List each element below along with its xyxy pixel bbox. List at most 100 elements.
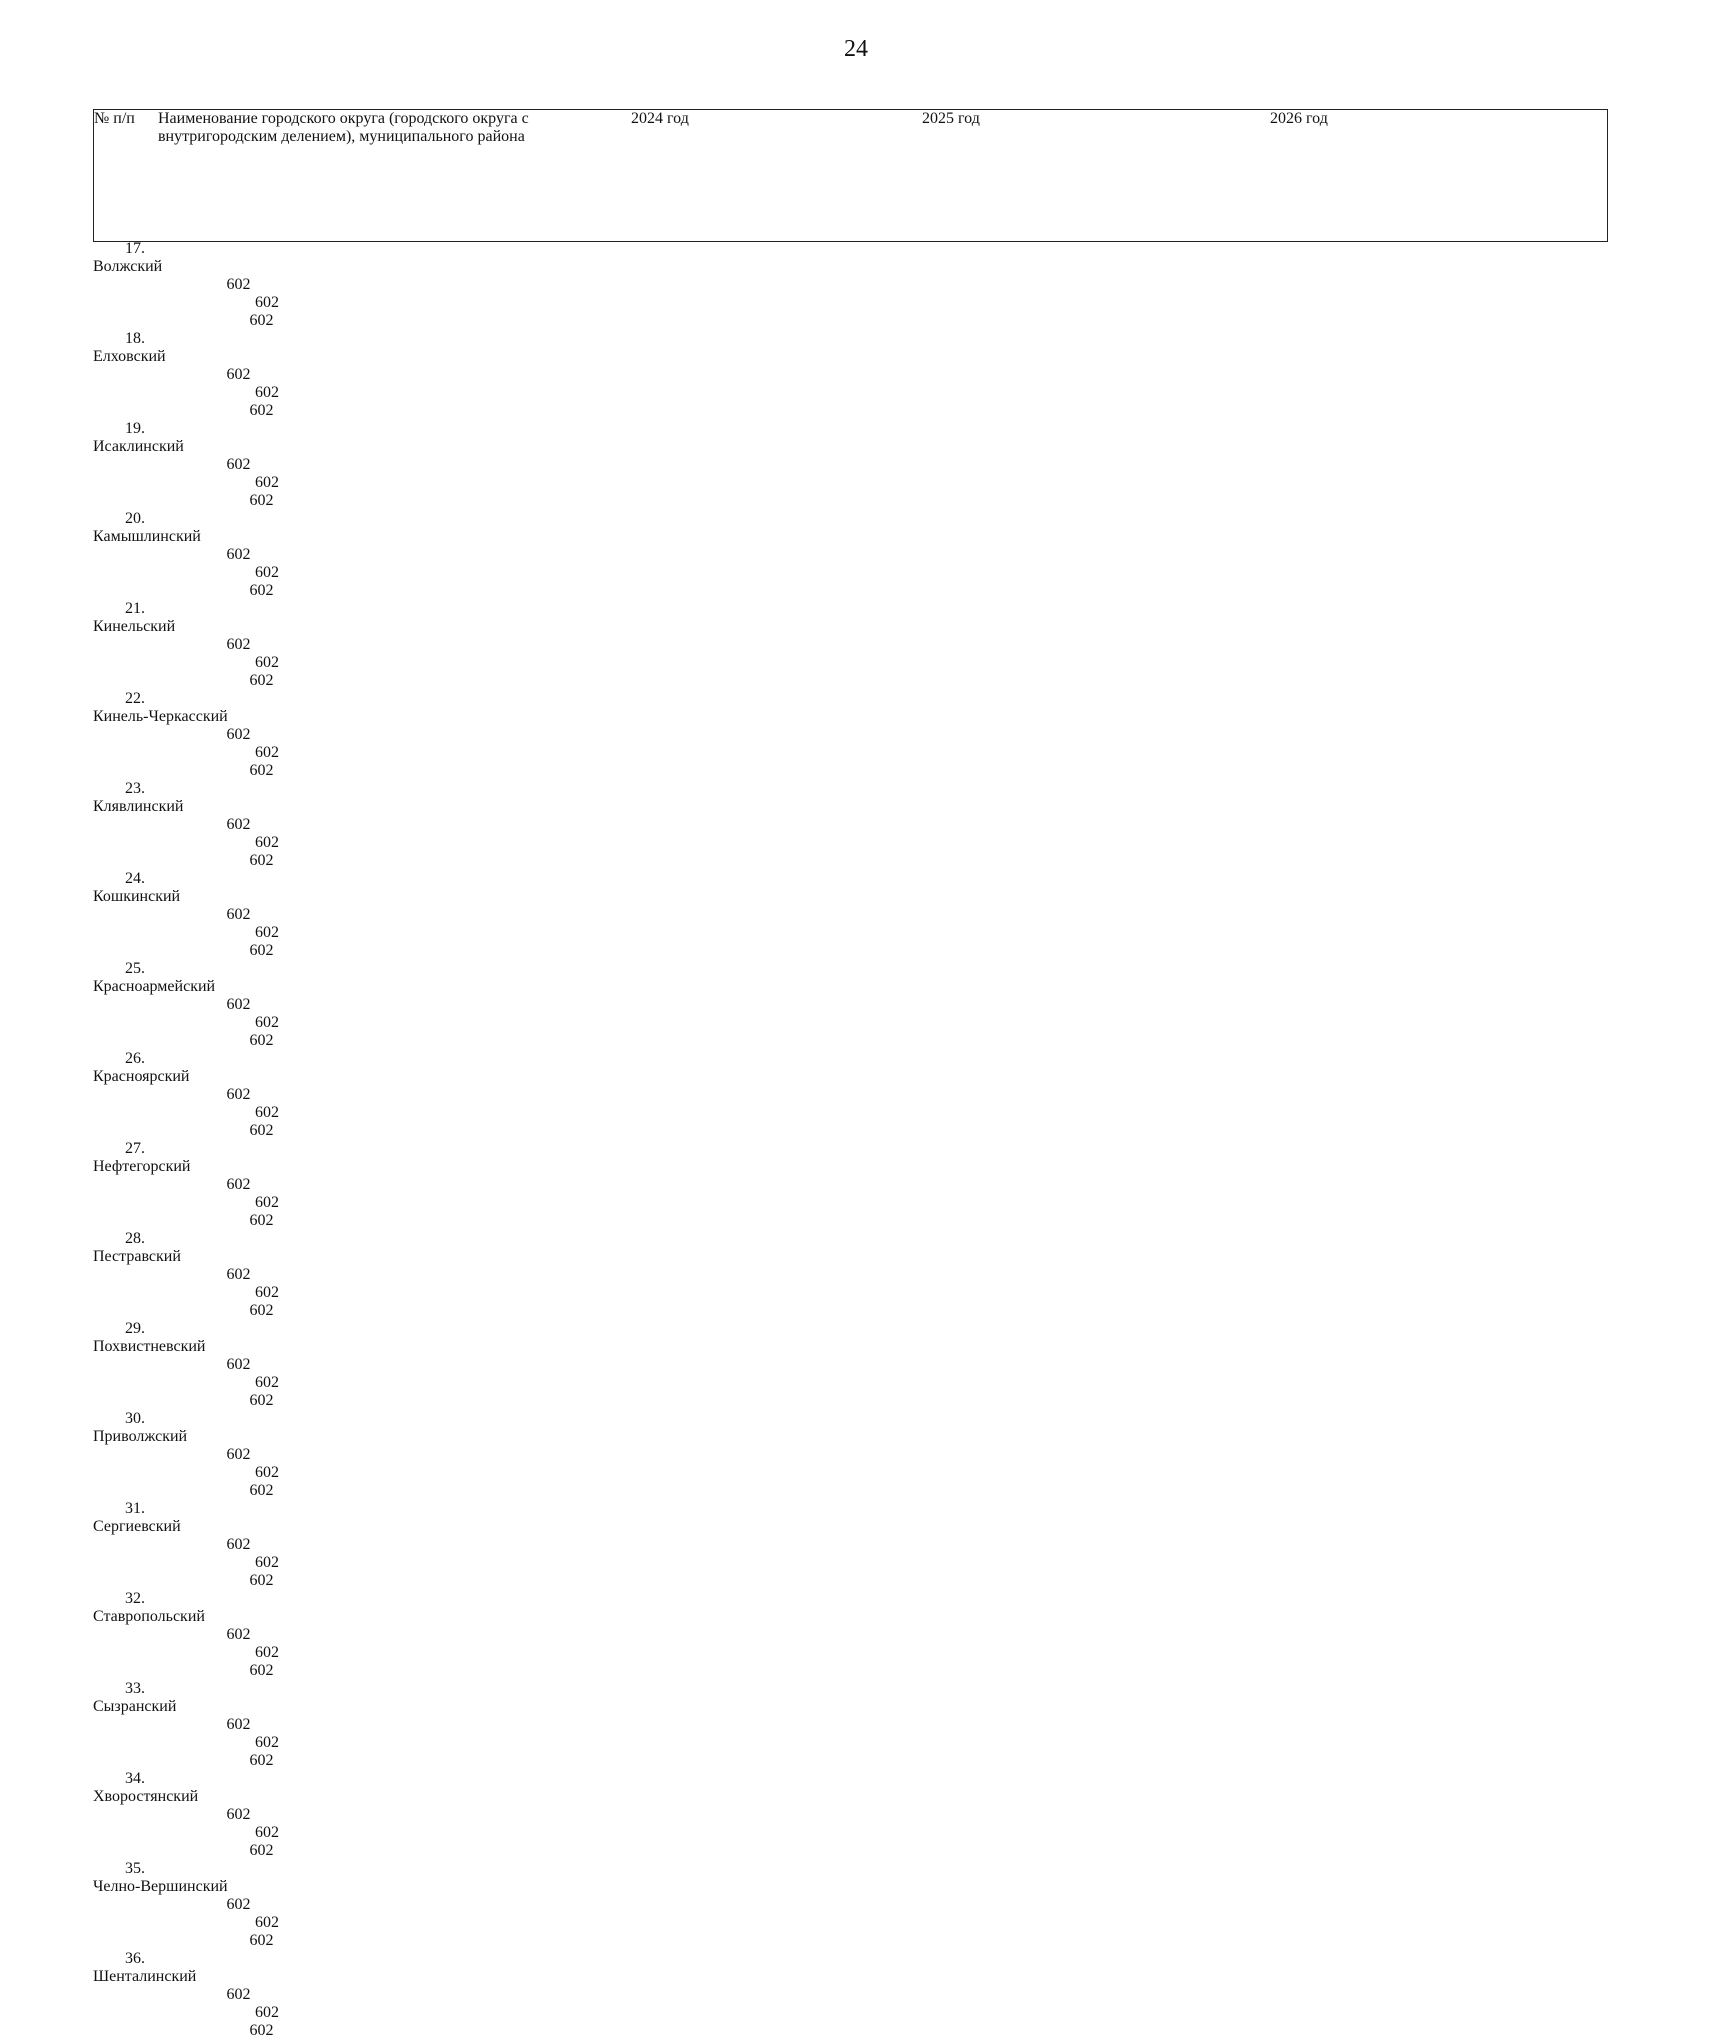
value-cell: 602 [249, 1482, 274, 1499]
district-name: Исаклинский [93, 438, 184, 455]
table-row: 29. Похвистневский 602 602 602 [93, 1320, 1606, 1410]
district-name: Красноярский [93, 1068, 190, 1085]
value-cell: 602 [255, 1554, 279, 1571]
table-body: 17. Волжский 602 602 602 18. Елховский 602 602 60… [93, 240, 1606, 2040]
table-row: 33. Сызранский 602 602 602 [93, 1680, 1606, 1770]
district-name: Клявлинский [93, 798, 184, 815]
value-cell: 602 [226, 366, 251, 383]
value-cell: 602 [226, 456, 251, 473]
value-cell: 602 [255, 2004, 279, 2021]
row-number: 26. [125, 1050, 145, 1067]
district-name: Приволжский [93, 1428, 188, 1445]
value-cell: 602 [255, 1824, 279, 1841]
value-cell: 602 [249, 312, 274, 329]
table-row: 23. Клявлинский 602 602 602 [93, 780, 1606, 870]
district-name: Челно-Вершинский [93, 1878, 228, 1895]
value-cell: 602 [226, 1986, 251, 2003]
value-cell: 602 [226, 906, 251, 923]
district-name: Сергиевский [93, 1518, 181, 1535]
value-cell: 602 [255, 654, 279, 671]
row-number: 28. [125, 1230, 145, 1247]
value-cell: 602 [226, 1896, 251, 1913]
value-cell: 602 [226, 1266, 251, 1283]
value-cell: 602 [249, 942, 274, 959]
row-number: 33. [125, 1680, 145, 1697]
value-cell: 602 [249, 762, 274, 779]
value-cell: 602 [249, 2022, 274, 2039]
header-cell: Наименование городского округа (городско… [158, 110, 529, 145]
page-number: 24 [844, 36, 868, 62]
value-cell: 602 [249, 1392, 274, 1409]
table-row: 36. Шенталинский 602 602 602 [93, 1950, 1606, 2040]
row-number: 27. [125, 1140, 145, 1157]
value-cell: 602 [249, 582, 274, 599]
value-cell: 602 [226, 996, 251, 1013]
value-cell: 602 [255, 744, 279, 761]
value-cell: 602 [226, 276, 251, 293]
row-number: 34. [125, 1770, 145, 1787]
value-cell: 602 [255, 1374, 279, 1391]
value-cell: 602 [226, 1536, 251, 1553]
value-cell: 602 [226, 1176, 251, 1193]
value-cell: 602 [255, 1284, 279, 1301]
table-row: 28. Пестравский 602 602 602 [93, 1230, 1606, 1320]
row-number: 24. [125, 870, 145, 887]
value-cell: 602 [249, 402, 274, 419]
row-number: 29. [125, 1320, 145, 1337]
value-cell: 602 [255, 1464, 279, 1481]
row-number: 18. [125, 330, 145, 347]
district-name: Ставропольский [93, 1608, 205, 1625]
row-number: 20. [125, 510, 145, 527]
value-cell: 602 [226, 726, 251, 743]
table-row: 31. Сергиевский 602 602 602 [93, 1500, 1606, 1590]
value-cell: 602 [255, 834, 279, 851]
table-row: 22. Кинель-Черкасский 602 602 602 [93, 690, 1606, 780]
value-cell: 602 [255, 1104, 279, 1121]
table-row: 17. Волжский 602 602 602 [93, 240, 1606, 330]
value-cell: 602 [255, 474, 279, 491]
table-row: 26. Красноярский 602 602 602 [93, 1050, 1606, 1140]
value-cell: 602 [226, 1626, 251, 1643]
value-cell: 602 [226, 1446, 251, 1463]
district-name: Сызранский [93, 1698, 177, 1715]
table-row: 24. Кошкинский 602 602 602 [93, 870, 1606, 960]
value-cell: 602 [255, 1194, 279, 1211]
value-cell: 602 [255, 564, 279, 581]
row-number: 25. [125, 960, 145, 977]
row-number: 23. [125, 780, 145, 797]
value-cell: 602 [249, 1842, 274, 1859]
value-cell: 602 [226, 636, 251, 653]
header-cell: 2026 год [1270, 110, 1328, 127]
district-name: Кошкинский [93, 888, 181, 905]
row-number: 17. [125, 240, 145, 257]
table-row: 34. Хворостянский 602 602 602 [93, 1770, 1606, 1860]
header-cell: № п/п [94, 110, 135, 127]
district-name: Нефтегорский [93, 1158, 191, 1175]
table-row: 18. Елховский 602 602 602 [93, 330, 1606, 420]
district-name: Шенталинский [93, 1968, 197, 1985]
value-cell: 602 [249, 1752, 274, 1769]
district-name: Кинель-Черкасский [93, 708, 228, 725]
value-cell: 602 [226, 1356, 251, 1373]
value-cell: 602 [249, 1662, 274, 1679]
row-number: 36. [125, 1950, 145, 1967]
table-row: 21. Кинельский 602 602 602 [93, 600, 1606, 690]
value-cell: 602 [249, 492, 274, 509]
value-cell: 602 [255, 384, 279, 401]
value-cell: 602 [249, 1212, 274, 1229]
table-row: 35. Челно-Вершинский 602 602 602 [93, 1860, 1606, 1950]
value-cell: 602 [249, 852, 274, 869]
table-row: 27. Нефтегорский 602 602 602 [93, 1140, 1606, 1230]
district-name: Хворостянский [93, 1788, 199, 1805]
district-name: Волжский [93, 258, 163, 275]
table-row: 30. Приволжский 602 602 602 [93, 1410, 1606, 1500]
value-cell: 602 [249, 1122, 274, 1139]
row-number: 19. [125, 420, 145, 437]
row-number: 21. [125, 600, 145, 617]
value-cell: 602 [255, 1644, 279, 1661]
district-name: Кинельский [93, 618, 176, 635]
district-name: Камышлинский [93, 528, 201, 545]
row-number: 31. [125, 1500, 145, 1517]
value-cell: 602 [249, 1932, 274, 1949]
value-cell: 602 [249, 1302, 274, 1319]
